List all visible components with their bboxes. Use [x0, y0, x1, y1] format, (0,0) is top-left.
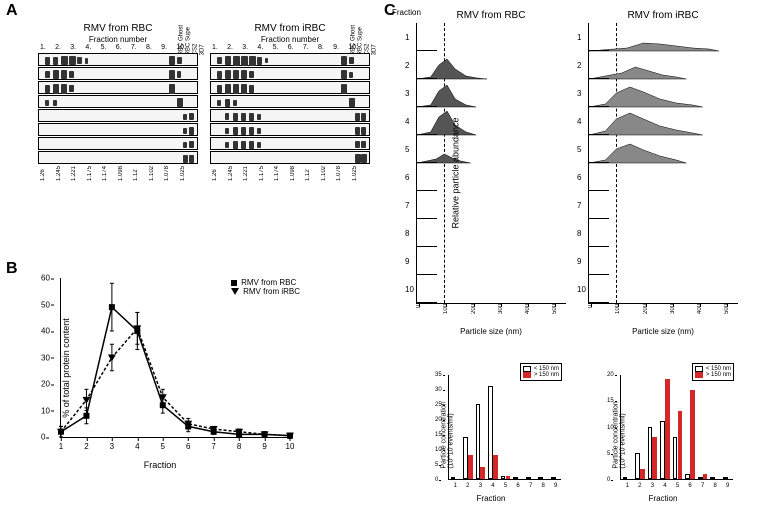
gel-row [38, 123, 198, 136]
b-xlabel: Fraction [144, 460, 177, 470]
gel-left: RMV from RBCFraction number1.2.3.4.5.6.7… [38, 23, 198, 181]
gel-row [38, 109, 198, 122]
ridge-right: RMV from iRBC123456789100100200300400500… [588, 10, 738, 336]
legend-irbc: RMV from iRBC [243, 287, 300, 296]
gel-row [38, 53, 198, 66]
gel-row [210, 53, 370, 66]
gel-row [210, 95, 370, 108]
b-plot: 010203040506012345678910 [60, 278, 290, 438]
gel-row [210, 109, 370, 122]
gel-row [210, 137, 370, 150]
gel-row [210, 67, 370, 80]
bars-left: 05101520253035123456789Particle concentr… [416, 365, 566, 505]
ridge-left: RMV from RBC12345678910FractionRelative … [416, 10, 566, 336]
panel-b-chart: % of total protein content 0102030405060… [10, 268, 310, 468]
gel-row [210, 123, 370, 136]
gel-row [38, 81, 198, 94]
panel-c: RMV from RBC12345678910FractionRelative … [388, 5, 758, 520]
legend-rbc: RMV from RBC [241, 278, 296, 287]
panel-a: RMV from RBCFraction number1.2.3.4.5.6.7… [10, 5, 380, 250]
gel-row [38, 151, 198, 164]
bars-right: 05101520123456789Particle concentration(… [588, 365, 738, 505]
panel-b: % of total protein content 0102030405060… [10, 268, 310, 468]
gel-row [38, 67, 198, 80]
b-svg [61, 278, 290, 437]
b-legend: RMV from RBC RMV from iRBC [231, 278, 300, 296]
gel-row [210, 151, 370, 164]
gel-row [38, 137, 198, 150]
gel-row [38, 95, 198, 108]
gel-row [210, 81, 370, 94]
gel-right: RMV from iRBCFraction number1.2.3.4.5.6.… [210, 23, 370, 181]
